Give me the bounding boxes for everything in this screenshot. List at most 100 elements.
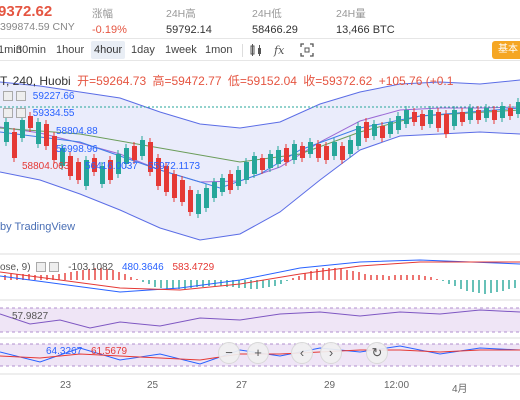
interval-30min[interactable]: 30min bbox=[16, 44, 46, 56]
macd-histogram-bar bbox=[358, 272, 360, 280]
candle-body bbox=[180, 180, 185, 202]
macd-histogram-bar bbox=[484, 280, 486, 294]
boll-upper-value: 59227.66 bbox=[32, 91, 75, 102]
candle-body bbox=[516, 102, 520, 114]
candle-body bbox=[444, 114, 449, 134]
candle-body bbox=[172, 174, 177, 198]
candle-body bbox=[332, 142, 337, 156]
scroll-right-button[interactable]: › bbox=[320, 342, 342, 364]
candle-body bbox=[500, 106, 505, 118]
macd-histogram-bar bbox=[112, 270, 114, 280]
ma-b-tag: 56998.96 bbox=[56, 144, 98, 155]
stat-value: -0.19% bbox=[92, 24, 127, 36]
macd-histogram-bar bbox=[478, 280, 480, 293]
candle-body bbox=[484, 108, 489, 118]
macd-histogram-bar bbox=[82, 270, 84, 280]
ma-b-value: 56998.96 bbox=[56, 144, 98, 155]
candle-body bbox=[380, 126, 385, 138]
macd-histogram-bar bbox=[34, 275, 36, 280]
candle-body bbox=[364, 122, 369, 138]
candle-body bbox=[28, 116, 33, 128]
macd-histogram-bar bbox=[232, 280, 234, 287]
macd-histogram-bar bbox=[262, 280, 264, 288]
kdj-legend: 64.3267 61.5679 bbox=[46, 346, 127, 357]
fullscreen-icon[interactable] bbox=[299, 42, 315, 58]
candle-body bbox=[12, 132, 17, 158]
macd-histogram-bar bbox=[256, 280, 258, 289]
settings-icon[interactable] bbox=[36, 262, 47, 273]
low-value: 低=59152.04 bbox=[227, 74, 297, 88]
bollinger-lower-line bbox=[0, 131, 520, 241]
macd-histogram-bar bbox=[418, 275, 420, 280]
macd-histogram-bar bbox=[364, 274, 366, 280]
macd-histogram-bar bbox=[388, 276, 390, 280]
toolbar-divider bbox=[242, 44, 243, 57]
indicator-fx-icon[interactable]: fx bbox=[273, 42, 289, 58]
low-left-tag: 58804.063 bbox=[22, 161, 69, 172]
macd-histogram-bar bbox=[382, 275, 384, 280]
macd-histogram-bar bbox=[310, 271, 312, 280]
kdj-k-value: 64.3267 bbox=[46, 346, 83, 357]
low-mid-value: 56416.0037 bbox=[85, 161, 138, 172]
tradingview-watermark[interactable]: by TradingView bbox=[0, 221, 76, 233]
interval-1min[interactable]: 1min bbox=[0, 44, 22, 56]
settings-icon[interactable] bbox=[3, 108, 13, 119]
macd-histogram-bar bbox=[124, 274, 126, 280]
depth-chart-button[interactable]: 基本 bbox=[492, 41, 520, 59]
close-icon[interactable] bbox=[16, 108, 26, 119]
boll-mid-value: 59334.55 bbox=[32, 108, 75, 119]
macd-histogram-bar bbox=[166, 280, 168, 289]
candles-icon[interactable] bbox=[248, 42, 264, 58]
macd-histogram-bar bbox=[190, 280, 192, 288]
low-left-value: 58804.063 bbox=[22, 161, 70, 172]
macd-histogram-bar bbox=[412, 275, 414, 280]
x-axis-label: 29 bbox=[324, 380, 336, 391]
reset-chart-button[interactable]: ↻ bbox=[366, 342, 388, 364]
interval-1day[interactable]: 1day bbox=[131, 44, 155, 56]
price-chart[interactable]: T, 240, Huobi 开=59264.73 高=59472.77 低=59… bbox=[0, 62, 520, 400]
macd-name: ose, 9) bbox=[0, 262, 31, 273]
rsi-band bbox=[0, 308, 520, 332]
interval-1hour[interactable]: 1hour bbox=[56, 44, 85, 56]
candle-body bbox=[140, 140, 145, 156]
chart-canvas[interactable] bbox=[0, 62, 520, 400]
candle-body bbox=[148, 142, 153, 172]
macd-histogram-bar bbox=[454, 280, 456, 286]
macd-histogram-bar bbox=[334, 268, 336, 280]
zoom-in-button[interactable]: + bbox=[247, 342, 269, 364]
macd-histogram-bar bbox=[196, 280, 198, 287]
macd-histogram-bar bbox=[292, 278, 294, 280]
close-value: 收=59372.62 bbox=[303, 74, 373, 88]
interval-4hour[interactable]: 4hour bbox=[91, 41, 126, 59]
macd-line-value: 480.3646 bbox=[121, 262, 164, 273]
zoom-out-button[interactable]: − bbox=[218, 342, 240, 364]
candle-body bbox=[236, 170, 241, 186]
interval-toolbar: 1min 30min 1hour 4hour 1day 1week 1mon f… bbox=[0, 38, 520, 61]
macd-histogram-bar bbox=[172, 280, 174, 289]
candle-body bbox=[428, 110, 433, 124]
macd-histogram-bar bbox=[154, 280, 156, 287]
macd-histogram-bar bbox=[70, 272, 72, 280]
close-icon[interactable] bbox=[49, 262, 60, 273]
candle-body bbox=[460, 112, 465, 122]
candle-body bbox=[372, 124, 377, 136]
macd-histogram-bar bbox=[4, 275, 6, 280]
macd-histogram-bar bbox=[148, 280, 150, 284]
macd-histogram-bar bbox=[508, 280, 510, 289]
macd-histogram-bar bbox=[406, 275, 408, 280]
macd-histogram-bar bbox=[106, 269, 108, 280]
macd-histogram-bar bbox=[178, 280, 180, 289]
candle-body bbox=[468, 108, 473, 120]
macd-line bbox=[0, 259, 520, 293]
stat-value: 13,466 BTC bbox=[336, 24, 395, 36]
interval-1week[interactable]: 1week bbox=[165, 44, 197, 56]
x-axis-label: 23 bbox=[60, 380, 72, 391]
macd-histogram-bar bbox=[346, 270, 348, 280]
settings-icon[interactable] bbox=[3, 91, 13, 102]
close-icon[interactable] bbox=[16, 91, 26, 102]
candle-body bbox=[196, 194, 201, 214]
interval-1mon[interactable]: 1mon bbox=[205, 44, 233, 56]
scroll-left-button[interactable]: ‹ bbox=[291, 342, 313, 364]
low-right-value: 55972.1173 bbox=[148, 161, 201, 172]
candle-body bbox=[4, 122, 9, 142]
